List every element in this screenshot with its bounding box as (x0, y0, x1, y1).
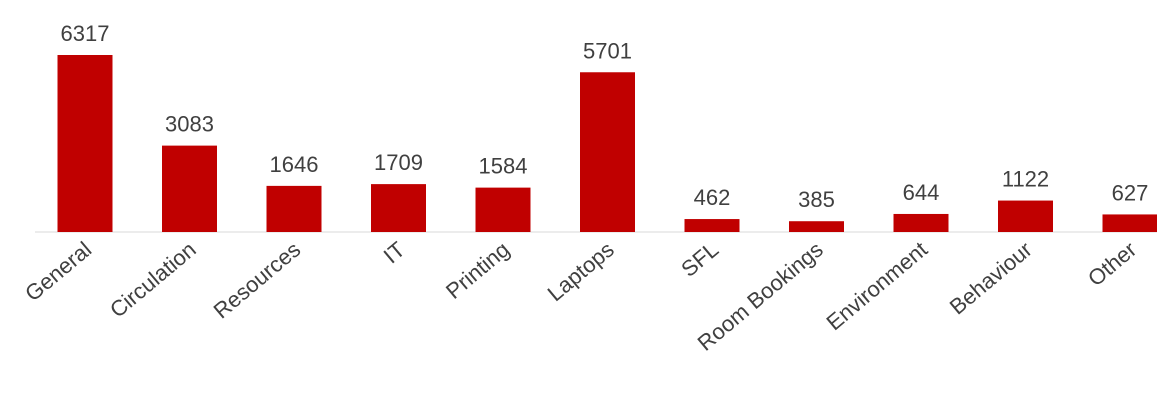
bar (57, 55, 113, 232)
data-label: 6317 (61, 21, 110, 46)
data-label: 1584 (479, 154, 528, 179)
x-tick-label: Printing (441, 237, 514, 304)
bar (162, 145, 217, 232)
data-label: 644 (903, 180, 940, 205)
x-tick-label: Laptops (543, 237, 619, 306)
x-tick-label: SFL (676, 237, 723, 282)
data-label: 462 (694, 185, 731, 210)
x-tick-label: Circulation (105, 237, 201, 323)
bar (684, 219, 740, 232)
data-label: 1646 (270, 152, 319, 177)
data-label: 385 (798, 187, 835, 212)
x-tick-label: General (20, 237, 96, 306)
bar (266, 185, 322, 232)
bar (789, 221, 844, 232)
bar (475, 187, 531, 232)
x-tick-label: IT (379, 237, 410, 269)
x-tick-label: Behaviour (945, 237, 1037, 320)
data-label: 1122 (1002, 167, 1049, 192)
bar (371, 184, 426, 232)
x-tick-label: Other (1083, 237, 1141, 292)
x-tick-label: Environment (822, 237, 933, 336)
data-label: 627 (1112, 180, 1149, 205)
bar (580, 72, 635, 232)
bar (998, 200, 1053, 232)
data-label: 1709 (374, 150, 423, 175)
data-label: 3083 (165, 112, 214, 137)
bar (1102, 214, 1157, 232)
bar (893, 213, 949, 232)
data-label: 5701 (583, 38, 632, 63)
x-tick-label: Resources (209, 237, 306, 324)
